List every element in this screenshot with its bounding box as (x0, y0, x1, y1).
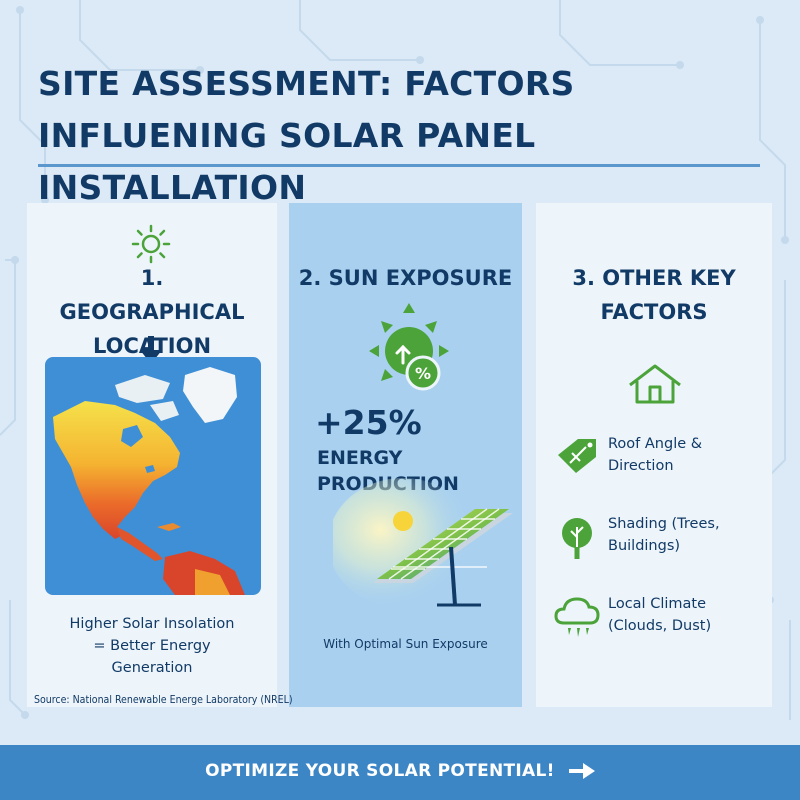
sun-percent-icon: % (369, 303, 449, 391)
factor-label: Roof Angle & Direction (608, 436, 703, 474)
cta-text: OPTIMIZE YOUR SOLAR POTENTIAL! (205, 761, 555, 781)
title-divider (38, 164, 760, 167)
solar-insolation-map (45, 357, 261, 595)
column-heading: 2. SUN EXPOSURE (298, 266, 513, 290)
house-icon (629, 364, 681, 404)
factor-shading: Shading (Trees, Buildings) (552, 513, 762, 565)
location-caption: Higher Solar Insolation = Better Energy … (69, 616, 235, 676)
sun-exposure-caption: With Optimal Sun Exposure (323, 637, 488, 651)
cta-content: OPTIMIZE YOUR SOLAR POTENTIAL! (0, 761, 800, 781)
other-factors-panel: 3. OTHER KEY FACTORS Roof Angle & Direct… (536, 203, 772, 707)
svg-text:%: % (415, 364, 431, 383)
sun-icon (131, 224, 171, 264)
column-heading: 1. GEOGRAPHICAL LOCATION (59, 266, 245, 358)
page-title: SITE ASSESSMENT: FACTORS INFLUENING SOLA… (38, 64, 575, 207)
data-source-note: Source: National Renewable Energe Labora… (34, 694, 293, 706)
tree-icon (562, 518, 592, 559)
sun-exposure-panel: % 2. SUN EXPOSURE +25% ENERGY PRODUCTION (289, 203, 522, 707)
factor-label: Shading (Trees, Buildings) (608, 516, 720, 554)
cta-banner[interactable]: OPTIMIZE YOUR SOLAR POTENTIAL! (0, 745, 800, 800)
arrow-right-icon (568, 763, 595, 779)
factor-label: Local Climate (Clouds, Dust) (608, 596, 712, 634)
column-heading: 3. OTHER KEY FACTORS (572, 266, 736, 324)
factor-roof-angle: Roof Angle & Direction (552, 433, 762, 485)
roof-tag-icon (558, 439, 596, 473)
geographical-location-panel: 1. GEOGRAPHICAL LOCATION (27, 203, 277, 707)
rain-cloud-icon (554, 597, 600, 637)
solar-panel-illustration (333, 478, 513, 608)
factor-local-climate: Local Climate (Clouds, Dust) (552, 593, 762, 645)
energy-gain-value: +25% (315, 403, 422, 442)
